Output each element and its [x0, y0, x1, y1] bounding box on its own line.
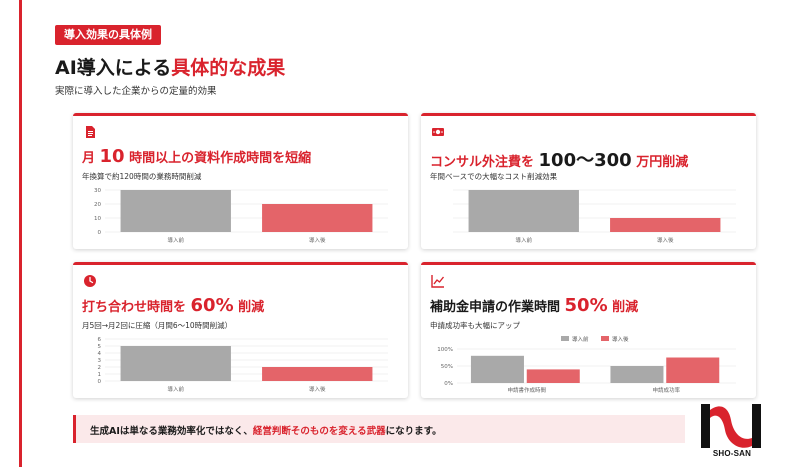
card-subtext: 月5回→月2回に圧縮（月間6〜10時間削減） — [82, 321, 233, 330]
chart-svg: 導入前 導入後 100% 50% 0% 申請書作成時間 申請成功率 — [437, 335, 736, 394]
y-tick-label: 6 — [98, 337, 102, 343]
card-heading: 補助金申請の作業時間 50% 削減 — [430, 295, 638, 316]
card-subtext: 年換算で約120時間の業務時間削減 — [82, 172, 202, 181]
section-tag: 導入効果の具体例 — [55, 25, 161, 45]
y-tick-label: 0 — [98, 379, 102, 385]
card-heading: コンサル外注費を 100〜300 万円削減 — [430, 146, 688, 172]
card-heading-part: 月 — [82, 151, 100, 166]
bar — [470, 355, 524, 383]
result-card-meeting: 打ち合わせ時間を 60% 削減 月5回→月2回に圧縮（月間6〜10時間削減） 6… — [73, 262, 408, 398]
chart-svg: 30 20 10 0 導入前 導入後 — [94, 188, 388, 244]
logo-text: SHO-SAN — [712, 449, 752, 458]
bar — [120, 190, 231, 232]
card-heading-value: 100〜300 — [538, 150, 632, 171]
x-tick-label: 導入後 — [657, 236, 674, 244]
summary-accent: 経営判断そのものを変える武器 — [252, 426, 386, 437]
document-icon — [86, 126, 95, 138]
trend-chart-icon — [431, 275, 445, 288]
y-tick-label: 0% — [444, 381, 453, 387]
result-card-cost: コンサル外注費を 100〜300 万円削減 年間ベースでの大幅なコスト削減効果 … — [421, 113, 756, 249]
legend-swatch — [561, 336, 569, 341]
y-tick-label: 4 — [98, 351, 102, 357]
grouped-bar-chart: 導入前 導入後 100% 50% 0% 申請書作成時間 申請成功率 — [431, 333, 746, 395]
summary-banner: 生成AIは単なる業務効率化ではなく、経営判断そのものを変える武器になります。 — [73, 415, 685, 443]
x-tick-label: 導入前 — [167, 236, 184, 244]
y-tick-label: 3 — [98, 358, 102, 364]
result-card-subsidy: 補助金申請の作業時間 50% 削減 申請成功率も大幅にアップ 導入前 導入後 100… — [421, 262, 756, 398]
card-heading: 月 10 時間以上の資料作成時間を短縮 — [82, 146, 311, 167]
x-tick-label: 申請成功率 — [652, 386, 680, 394]
sho-san-logo — [701, 404, 761, 448]
y-tick-label: 30 — [94, 188, 101, 194]
title-accent: 具体的な成果 — [171, 57, 286, 79]
card-heading-part: コンサル外注費を — [430, 155, 539, 170]
result-card-document: 月 10 時間以上の資料作成時間を短縮 年換算で約120時間の業務時間削減 30… — [73, 113, 408, 249]
money-icon — [432, 128, 444, 136]
bar — [610, 218, 721, 232]
card-heading: 打ち合わせ時間を 60% 削減 — [82, 295, 264, 316]
bar-chart: 30 20 10 0 導入前 導入後 — [83, 186, 398, 246]
y-tick-label: 2 — [98, 365, 102, 371]
card-heading-part: 時間以上の資料作成時間を短縮 — [124, 151, 312, 166]
bar — [468, 190, 579, 232]
y-tick-label: 10 — [94, 216, 101, 222]
y-tick-label: 0 — [98, 230, 102, 236]
bar-chart: 6 5 4 3 2 1 0 導入前 導入後 — [83, 335, 398, 395]
y-tick-label: 50% — [441, 364, 453, 370]
bar — [262, 367, 373, 381]
summary-text: 生成AIは単なる業務効率化ではなく、経営判断そのものを変える武器になります。 — [90, 423, 442, 437]
bar — [526, 369, 580, 383]
legend-label: 導入前 — [572, 335, 589, 343]
bar — [666, 357, 720, 383]
card-subtext: 年間ベースでの大幅なコスト削減効果 — [430, 172, 558, 181]
x-tick-label: 導入前 — [515, 236, 532, 244]
legend-label: 導入後 — [612, 335, 629, 343]
bar — [610, 366, 664, 383]
card-heading-part: 削減 — [233, 300, 265, 315]
page-subtitle: 実際に導入した企業からの定量的効果 — [55, 86, 217, 97]
x-tick-label: 導入後 — [309, 385, 326, 393]
bar — [120, 346, 231, 381]
y-tick-label: 100% — [437, 347, 453, 353]
clock-icon — [84, 275, 96, 287]
title-prefix: AI導入による — [55, 57, 172, 79]
card-heading-part: 削減 — [607, 300, 639, 315]
summary-prefix: 生成AIは単なる業務効率化ではなく、 — [90, 426, 253, 437]
x-tick-label: 導入後 — [309, 236, 326, 244]
card-subtext: 申請成功率も大幅にアップ — [430, 321, 520, 330]
page-title: AI導入による具体的な成果 — [55, 53, 285, 80]
y-tick-label: 1 — [98, 372, 102, 378]
summary-suffix: になります。 — [385, 426, 442, 437]
left-accent-bar — [19, 0, 22, 467]
x-tick-label: 導入前 — [167, 385, 184, 393]
card-heading-part: 打ち合わせ時間を — [82, 300, 191, 315]
y-tick-label: 20 — [94, 202, 101, 208]
card-heading-value: 60% — [190, 295, 234, 316]
card-heading-part: 補助金申請の作業時間 — [430, 300, 565, 315]
x-tick-label: 申請書作成時間 — [507, 386, 546, 394]
chart-svg: 導入前 導入後 — [453, 189, 736, 244]
card-heading-part: 万円削減 — [631, 155, 689, 170]
card-heading-value: 50% — [564, 295, 608, 316]
bar — [262, 204, 373, 232]
legend-swatch — [601, 336, 609, 341]
card-heading-value: 10 — [99, 146, 125, 167]
bar-chart: 導入前 導入後 — [431, 186, 746, 246]
y-tick-label: 5 — [98, 344, 102, 350]
